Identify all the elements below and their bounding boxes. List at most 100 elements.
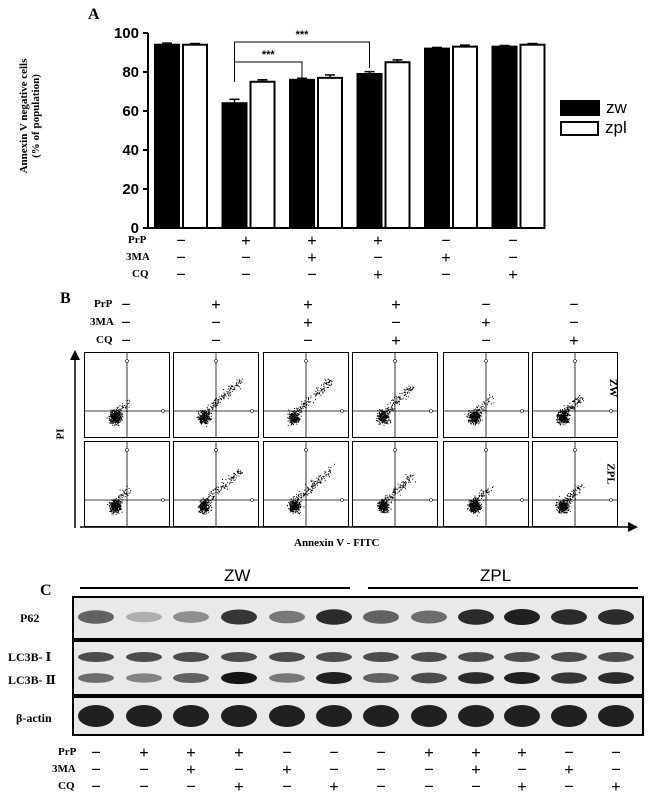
panel-b-treatment-sign: + bbox=[303, 313, 313, 332]
panel-a-treatment-sign: − bbox=[508, 231, 518, 250]
dot-cloud bbox=[286, 463, 335, 515]
dot-plot-canvas bbox=[444, 353, 530, 439]
gate-marker bbox=[484, 448, 488, 452]
band-beta-actin bbox=[551, 705, 587, 727]
dot-plot-canvas bbox=[353, 353, 439, 439]
panel-a-treatment-sign: + bbox=[373, 231, 383, 250]
pi-axis-arrow bbox=[70, 350, 80, 528]
blot-group-zpl: ZPL bbox=[480, 566, 512, 585]
dot-cloud bbox=[377, 474, 416, 514]
b-label-cq: CQ bbox=[96, 334, 113, 346]
panel-c-treatment-sign: + bbox=[139, 743, 149, 762]
gate-marker bbox=[214, 359, 218, 363]
band-beta-actin bbox=[78, 705, 114, 727]
dot-plot-canvas bbox=[264, 353, 350, 439]
panel-a-treatment-sign: + bbox=[508, 265, 518, 284]
panel-c-letter: C bbox=[40, 582, 52, 599]
panel-a-treatment-sign: − bbox=[441, 231, 451, 250]
panel-b-treatment-sign: − bbox=[121, 313, 131, 332]
dot-plot bbox=[84, 352, 171, 439]
gate-marker bbox=[573, 359, 577, 363]
band-lc3b-ii bbox=[363, 672, 399, 684]
band-p62 bbox=[363, 610, 399, 624]
band-lc3b-i bbox=[598, 652, 634, 662]
band-beta-actin bbox=[363, 705, 399, 727]
dot-plot bbox=[173, 352, 260, 439]
gate-marker bbox=[520, 409, 524, 413]
dot-plot bbox=[352, 352, 439, 439]
panel-c-treatment-sign: − bbox=[611, 760, 621, 779]
significance-bracket bbox=[234, 41, 370, 68]
gate-marker bbox=[609, 409, 613, 413]
band-lc3b-i bbox=[458, 652, 494, 662]
band-p62 bbox=[411, 610, 447, 624]
gate-marker bbox=[393, 448, 397, 452]
dot-cloud bbox=[107, 485, 132, 515]
blot-label-p62: P62 bbox=[20, 611, 40, 625]
dot-cloud bbox=[556, 395, 585, 426]
band-lc3b-i bbox=[551, 652, 587, 662]
dot-plot-canvas bbox=[533, 353, 619, 439]
panel-b-treatment-sign: + bbox=[569, 331, 579, 350]
band-beta-actin bbox=[504, 705, 540, 727]
gate-marker bbox=[214, 448, 218, 452]
annexin-axis-label: Annexin V - FITC bbox=[294, 537, 380, 549]
blot-lc3b bbox=[72, 640, 644, 696]
dot-plot-canvas bbox=[533, 442, 619, 528]
panel-b-treatment-sign: − bbox=[481, 295, 491, 314]
a-label-prp: PrP bbox=[128, 234, 147, 246]
dot-cloud bbox=[555, 484, 585, 514]
band-lc3b-i bbox=[78, 652, 114, 662]
band-lc3b-i bbox=[269, 652, 305, 662]
panel-c-treatment-sign: − bbox=[471, 777, 481, 796]
panel-c-treatment-sign: + bbox=[186, 743, 196, 762]
dot-cloud bbox=[287, 378, 333, 426]
panel-a-treatment-sign: + bbox=[241, 231, 251, 250]
dot-plot bbox=[532, 352, 619, 439]
panel-b-treatment-sign: + bbox=[303, 295, 313, 314]
panel-a-treatment-sign: − bbox=[508, 248, 518, 267]
dot-cloud bbox=[106, 399, 131, 427]
panel-b-treatment-sign: + bbox=[391, 331, 401, 350]
band-p62 bbox=[551, 609, 587, 625]
dot-plot-canvas bbox=[444, 442, 530, 528]
band-lc3b-i bbox=[363, 652, 399, 662]
dot-plot-canvas bbox=[85, 442, 171, 528]
bar-chart: 0 20 40 60 80 100 *** *** bbox=[114, 25, 546, 235]
gate-marker bbox=[161, 409, 165, 413]
dot-plot-canvas bbox=[353, 442, 439, 528]
blot-label-lc3b-i: LC3B- Ⅰ bbox=[8, 650, 52, 664]
panel-b-treatment-sign: − bbox=[121, 331, 131, 350]
a-label-3ma: 3MA bbox=[126, 251, 150, 263]
panel-b-treatment-sign: − bbox=[391, 313, 401, 332]
panel-a-treatment-sign: − bbox=[373, 248, 383, 267]
panel-c-treatment-sign: − bbox=[91, 777, 101, 796]
a-label-cq: CQ bbox=[132, 268, 149, 280]
panel-c-treatment-sign: + bbox=[471, 760, 481, 779]
panel-c-treatment-sign: + bbox=[611, 777, 621, 796]
gate-marker bbox=[429, 498, 433, 502]
gate-marker bbox=[340, 498, 344, 502]
panel-a-treatment-sign: + bbox=[307, 248, 317, 267]
b-label-prp: PrP bbox=[94, 298, 113, 310]
blot-group-zw: ZW bbox=[224, 566, 251, 585]
panel-c-treatment-sign: − bbox=[91, 760, 101, 779]
blot-p62 bbox=[72, 596, 644, 640]
panel-b-treatment-sign: + bbox=[391, 295, 401, 314]
gate-marker bbox=[250, 409, 254, 413]
panel-c-treatment-sign: − bbox=[517, 760, 527, 779]
band-p62 bbox=[458, 609, 494, 625]
panel-c-treatment-sign: − bbox=[282, 777, 292, 796]
panel-c-treatment-sign: − bbox=[564, 743, 574, 762]
band-lc3b-i bbox=[411, 652, 447, 662]
panel-c-treatment-sign: + bbox=[564, 760, 574, 779]
bar-zpl bbox=[249, 80, 276, 229]
band-lc3b-ii bbox=[78, 673, 114, 683]
annexin-axis-arrow bbox=[80, 522, 638, 532]
panel-c-treatment-sign: − bbox=[282, 743, 292, 762]
panel-a-treatment-sign: − bbox=[307, 265, 317, 284]
panel-a-treatment-sign: − bbox=[176, 231, 186, 250]
panel-b-treatment-sign: + bbox=[211, 295, 221, 314]
y-tick-label: 80 bbox=[122, 64, 139, 81]
panel-c-treatment-sign: − bbox=[424, 760, 434, 779]
